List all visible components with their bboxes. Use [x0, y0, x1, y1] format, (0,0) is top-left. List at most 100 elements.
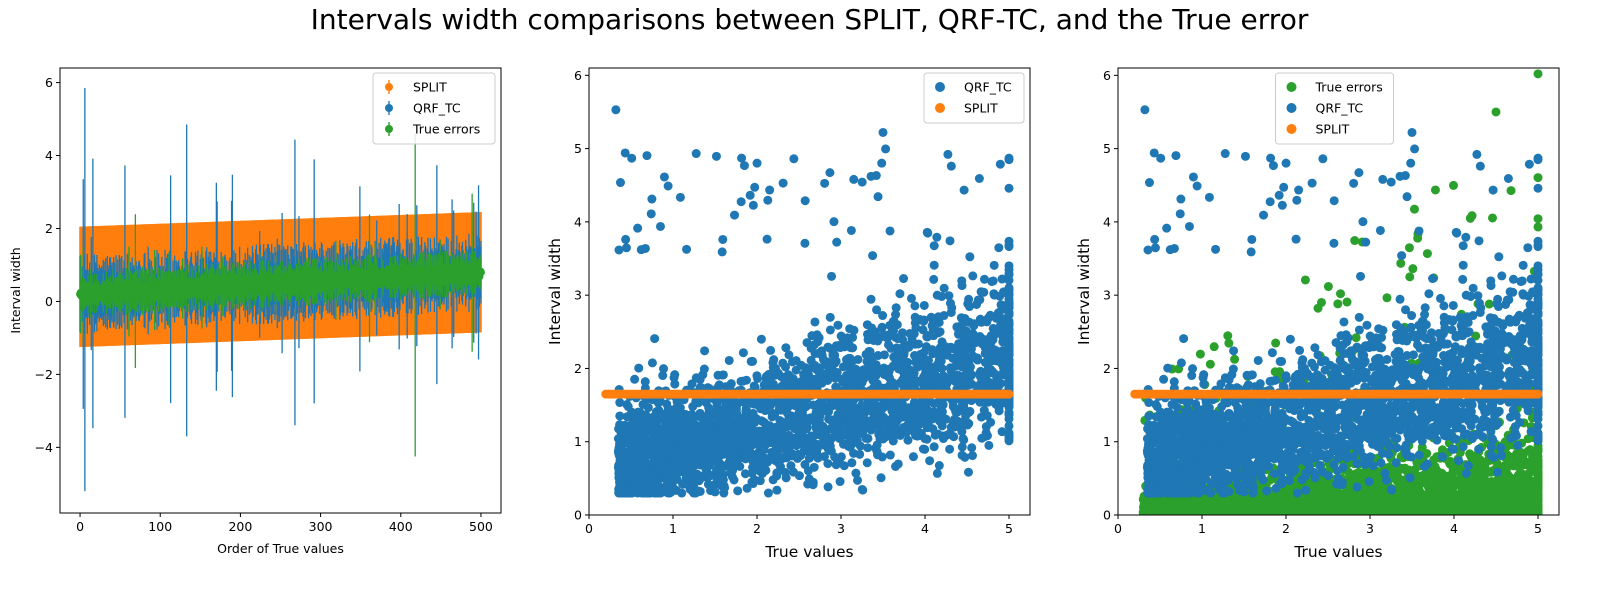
- point: [1004, 428, 1014, 438]
- point: [994, 243, 1004, 253]
- point: [903, 435, 913, 445]
- point: [887, 326, 897, 336]
- marker: [157, 281, 165, 289]
- point: [830, 373, 840, 383]
- point: [925, 456, 935, 466]
- point: [928, 331, 938, 341]
- point: [863, 335, 873, 345]
- point: [702, 438, 712, 448]
- point: [825, 325, 835, 335]
- point: [671, 457, 681, 467]
- x-tick-label: 200: [228, 519, 252, 534]
- point: [823, 459, 833, 469]
- point: [906, 293, 916, 303]
- point: [899, 274, 909, 284]
- point: [791, 356, 801, 366]
- point: [968, 271, 978, 281]
- point: [625, 434, 635, 444]
- point: [640, 469, 650, 479]
- point: [832, 457, 842, 467]
- point: [716, 473, 726, 483]
- point: [895, 289, 905, 299]
- point: [614, 245, 624, 255]
- point: [953, 407, 963, 417]
- point: [815, 402, 825, 412]
- point: [898, 380, 908, 390]
- point: [750, 182, 760, 192]
- point: [977, 433, 987, 443]
- point: [740, 469, 750, 479]
- point: [861, 349, 871, 359]
- point: [985, 310, 995, 320]
- point: [866, 294, 876, 304]
- point: [1004, 389, 1014, 399]
- point: [855, 449, 865, 459]
- point: [615, 398, 625, 408]
- point: [996, 300, 1006, 310]
- point: [752, 371, 762, 381]
- point: [789, 154, 799, 164]
- point: [913, 376, 923, 386]
- point: [851, 468, 861, 478]
- point: [738, 376, 748, 386]
- point: [739, 427, 749, 437]
- point: [777, 381, 787, 391]
- point: [647, 481, 657, 491]
- point: [932, 290, 942, 300]
- point: [748, 356, 758, 366]
- y-tick-label: 4: [574, 214, 582, 229]
- point: [956, 376, 966, 386]
- point: [728, 449, 738, 459]
- point: [710, 487, 720, 497]
- point: [1004, 414, 1014, 424]
- x-tick-label: 2: [753, 521, 761, 536]
- point: [872, 305, 882, 315]
- point: [911, 351, 921, 361]
- marker: [292, 283, 300, 290]
- point: [868, 375, 878, 385]
- point: [871, 419, 881, 429]
- marker: [259, 288, 267, 296]
- point: [830, 358, 840, 368]
- legend-marker: [385, 125, 393, 133]
- point: [965, 406, 975, 416]
- point: [876, 473, 886, 483]
- point: [979, 274, 989, 284]
- point: [621, 243, 631, 253]
- point: [762, 234, 772, 244]
- point: [737, 153, 747, 163]
- y-tick-label: 3: [574, 288, 582, 303]
- y-tick-label: −2: [35, 367, 53, 382]
- point: [713, 429, 723, 439]
- point: [717, 247, 727, 257]
- point: [802, 366, 812, 376]
- point: [929, 274, 939, 284]
- x-tick-label: 4: [921, 521, 929, 536]
- point: [786, 461, 796, 471]
- point: [739, 161, 749, 171]
- point: [847, 458, 857, 468]
- point: [957, 345, 967, 355]
- point: [1004, 270, 1014, 280]
- point: [843, 404, 853, 414]
- x-axis-label: Order of True values: [217, 541, 344, 556]
- point: [933, 409, 943, 419]
- point: [719, 488, 729, 498]
- point: [777, 419, 787, 429]
- y-tick-label: 2: [45, 221, 53, 236]
- point: [975, 397, 985, 407]
- point: [729, 475, 739, 485]
- point: [968, 351, 978, 361]
- x-tick-label: 0: [585, 521, 593, 536]
- point: [957, 400, 967, 410]
- point: [1004, 236, 1014, 246]
- point: [691, 421, 701, 431]
- point: [851, 364, 861, 374]
- point: [946, 307, 956, 317]
- point: [893, 334, 903, 344]
- point: [826, 400, 836, 410]
- point: [884, 397, 894, 407]
- point: [932, 232, 942, 242]
- point: [923, 228, 933, 238]
